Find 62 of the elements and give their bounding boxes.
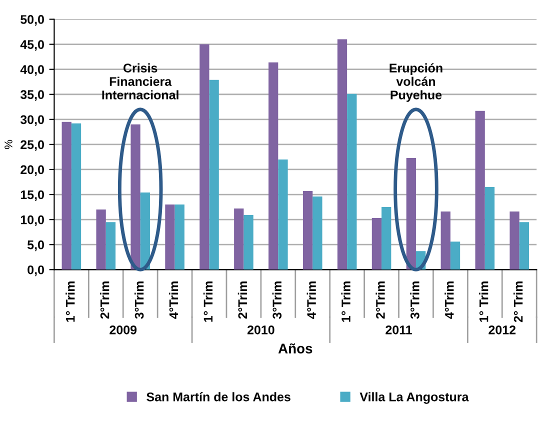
bar [71,123,82,270]
bar [234,208,244,270]
bar [372,218,382,270]
legend-label: San Martín de los Andes [146,392,290,402]
bar [382,207,392,270]
bar [106,222,116,270]
y-axis-title: % [4,140,12,149]
bar [244,215,254,270]
x-tick-label: 3°Trim [410,282,420,319]
bar [406,158,416,270]
bar [450,242,460,270]
x-tick-label: 4°Trim [444,282,454,319]
y-tick-label: 35,0 [20,90,44,101]
x-tick-label: 1° Trim [341,282,350,322]
y-tick-label: 10,0 [20,215,44,226]
bar [475,110,485,270]
text: 2009 [110,325,137,334]
bar [510,212,520,270]
bar [519,222,529,270]
bar [484,187,495,270]
text: 2010 [247,325,274,334]
x-tick-label: 4°Trim [168,282,178,319]
x-tick-label: 2° Trim [514,282,523,322]
bar [96,210,106,270]
text: 2012 [488,325,516,334]
legend-label: Villa La Angostura [360,392,469,404]
x-tick-label: 1° Trim [203,282,212,322]
bar [130,124,140,270]
bar [174,204,184,270]
bar [209,80,219,270]
annotation: Crisis Financiera Internacional [102,63,178,100]
x-tick-label: 2°Trim [376,282,385,319]
y-tick-label: 50,0 [20,15,44,26]
bar [312,196,322,270]
annotation: Erupción volcán Puyehue [390,63,442,102]
x-tick-label: 4°Trim [306,282,316,319]
y-tick-label: 5,0 [27,240,44,252]
y-tick-label: 30,0 [20,115,44,126]
bar [347,94,357,270]
bar [200,44,210,270]
x-tick-label: 1° Trim [66,282,75,322]
bar [302,191,313,270]
x-tick-label: 3°Trim [134,282,144,319]
y-tick-label: 25,0 [20,140,44,151]
bar [165,204,175,270]
y-tick-label: 20,0 [20,165,44,176]
y-tick-label: 40,0 [20,65,44,76]
y-tick-label: 0,0 [28,265,44,276]
bar [140,192,150,270]
y-tick-label: 15,0 [20,190,44,201]
text: 2011 [386,325,412,334]
bar [62,122,72,270]
bar [278,159,288,270]
x-axis-title: Años [278,343,312,354]
x-tick-label: 2°Trim [238,282,247,319]
x-tick-label: 2°Trim [100,282,110,319]
x-tick-label: 3°Trim [272,282,282,319]
bar [440,212,450,270]
bar [337,39,348,270]
x-tick-label: 1° Trim [479,282,488,322]
y-tick-label: 45,0 [20,40,44,51]
bar [268,62,278,270]
